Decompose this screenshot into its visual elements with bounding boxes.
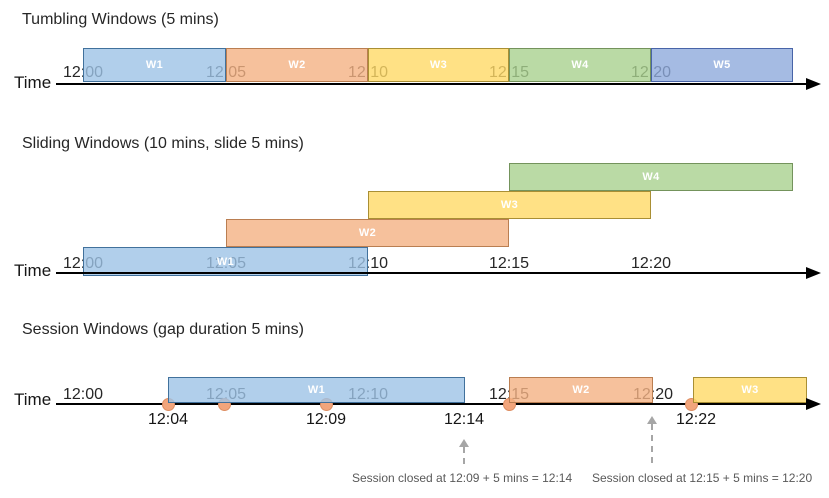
session-axis-line [56, 403, 808, 405]
sliding-axis-label: Time [14, 261, 52, 280]
tumbling-axis-label: Time [14, 73, 52, 92]
sliding-window-w3: W3 [368, 191, 651, 219]
tumbling-axis-arrow-icon [806, 78, 821, 90]
tumbling-window-w3: W3 [368, 48, 509, 82]
window-label: W2 [358, 227, 377, 239]
session-close-arrow-line [651, 424, 653, 463]
sliding-window-w1: W1 [83, 247, 368, 276]
event-time-label-1214: 12:14 [443, 411, 485, 428]
sliding-tick-1220: 12:20 [630, 255, 672, 272]
sliding-tick-1215: 12:15 [488, 255, 530, 272]
session-close-arrow-line [463, 447, 465, 464]
sliding-axis-arrow-icon [806, 267, 821, 279]
session-close-annotation-2: Session closed at 12:15 + 5 mins = 12:20 [592, 471, 813, 485]
window-label: W5 [713, 59, 731, 71]
session-section-title: Session Windows (gap duration 5 mins) [22, 321, 304, 338]
event-time-label-1222: 12:22 [675, 411, 717, 428]
session-tick-1200: 12:00 [62, 386, 104, 403]
window-label: W4 [571, 59, 589, 71]
event-time-label-1209: 12:09 [305, 411, 347, 428]
tumbling-window-w2: W2 [226, 48, 368, 82]
session-axis-arrow-icon [806, 398, 821, 410]
window-label: W3 [500, 199, 519, 211]
tumbling-window-w5: W5 [651, 48, 793, 82]
tumbling-axis-line [56, 83, 808, 85]
session-window-w3: W3 [693, 377, 807, 403]
tumbling-window-w1: W1 [83, 48, 226, 82]
session-axis-label: Time [14, 390, 52, 409]
session-close-annotation-1: Session closed at 12:09 + 5 mins = 12:14 [352, 471, 573, 485]
window-label: W1 [307, 384, 326, 396]
session-window-w1: W1 [168, 377, 465, 403]
session-close-arrow-icon [647, 416, 657, 424]
window-label: W3 [429, 59, 448, 71]
tumbling-window-w4: W4 [509, 48, 651, 82]
window-label: W1 [145, 59, 164, 71]
window-label: W4 [642, 171, 660, 183]
session-window-w2: W2 [509, 377, 653, 403]
window-label: W3 [741, 384, 759, 396]
window-label: W1 [216, 255, 235, 268]
window-label: W2 [572, 384, 590, 396]
sliding-window-w4: W4 [509, 163, 793, 191]
event-time-label-1204: 12:04 [147, 411, 189, 428]
session-close-arrow-icon [459, 439, 469, 447]
tumbling-section-title: Tumbling Windows (5 mins) [22, 11, 219, 28]
sliding-axis-line [56, 272, 808, 274]
sliding-section-title: Sliding Windows (10 mins, slide 5 mins) [22, 135, 304, 152]
window-label: W2 [288, 59, 306, 71]
sliding-window-w2: W2 [226, 219, 509, 247]
